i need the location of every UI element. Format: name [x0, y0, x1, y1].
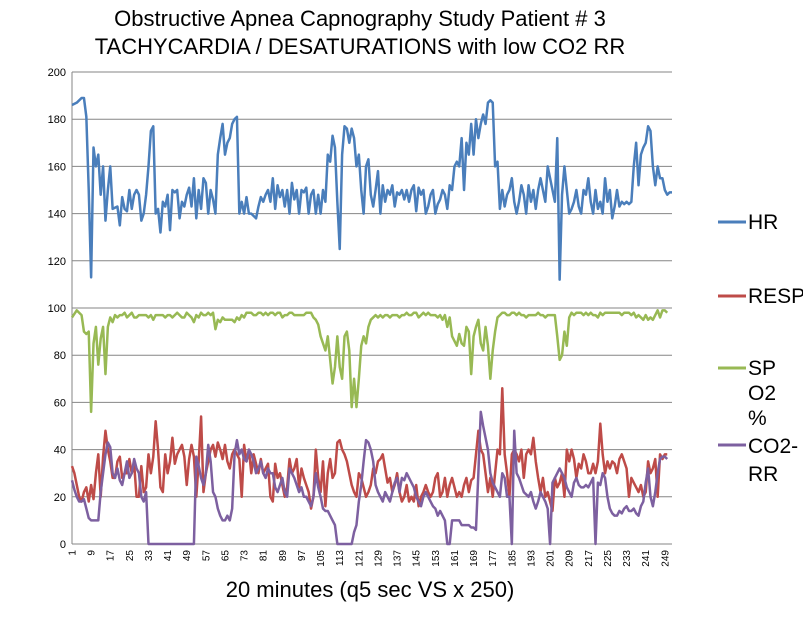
legend-swatches	[718, 220, 746, 447]
x-tick-label: 9	[87, 550, 98, 556]
x-tick-label: 137	[393, 550, 404, 567]
x-tick-label: 249	[660, 550, 671, 567]
y-tick-label: 140	[48, 209, 66, 221]
x-tick-label: 241	[641, 550, 652, 567]
x-tick-label: 89	[278, 550, 289, 562]
series-line-resp	[70, 386, 668, 513]
series-lines	[70, 96, 672, 546]
series-line-hr	[71, 96, 672, 281]
x-tick-label: 225	[603, 550, 614, 567]
x-tick-label: 121	[354, 550, 365, 567]
chart-subtitle: TACHYCARDIA / DESATURATIONS with low CO2…	[94, 34, 626, 59]
x-tick-label: 201	[546, 550, 557, 567]
y-tick-label: 100	[48, 303, 66, 315]
chart-title: Obstructive Apnea Capnography Study Pati…	[114, 6, 606, 31]
x-tick-label: 209	[565, 550, 576, 567]
x-tick-label: 185	[507, 550, 518, 567]
y-tick-label: 160	[48, 161, 66, 173]
legend-label-spo2: SPO2 %	[748, 357, 777, 430]
x-tick-label: 193	[526, 550, 537, 567]
x-tick-label: 169	[469, 550, 480, 567]
y-tick-label: 60	[54, 397, 66, 409]
y-tick-label: 0	[60, 539, 66, 551]
y-tick-label: 80	[54, 350, 66, 362]
x-tick-label: 217	[584, 550, 595, 567]
y-tick-label: 40	[54, 445, 66, 457]
x-tick-label: 81	[259, 550, 270, 562]
y-axis-ticks: 0 20 40 60 80 100 120 140 160 180 200	[48, 67, 66, 551]
x-tick-label: 41	[163, 550, 174, 562]
x-tick-label: 73	[240, 550, 251, 562]
gridlines	[72, 71, 672, 498]
legend-label-hr: HR	[748, 211, 779, 234]
x-tick-label: 105	[316, 550, 327, 567]
x-tick-label: 17	[106, 550, 117, 562]
legend-label-co2rr: CO2-RR	[748, 435, 799, 486]
x-tick-label: 129	[373, 550, 384, 567]
x-axis-ticks: 1 9 17 25 33 41 49 57 65 73 81 89 97 105 113 121 129 137 1…	[68, 550, 672, 567]
x-tick-label: 177	[488, 550, 499, 567]
x-tick-label: 65	[220, 550, 231, 562]
x-tick-label: 145	[412, 550, 423, 567]
x-tick-label: 25	[125, 550, 136, 562]
series-line-spo2	[70, 309, 669, 414]
y-tick-label: 20	[54, 492, 66, 504]
x-tick-label: 1	[68, 550, 79, 556]
x-tick-label: 49	[182, 550, 193, 562]
x-tick-label: 161	[450, 550, 461, 567]
x-tick-label: 153	[431, 550, 442, 567]
y-tick-label: 200	[48, 67, 66, 79]
x-tick-label: 233	[622, 550, 633, 567]
y-tick-label: 180	[48, 114, 66, 126]
legend-label-resp: RESP	[748, 285, 803, 308]
x-tick-label: 33	[144, 550, 155, 562]
x-tick-label: 113	[335, 550, 346, 566]
y-tick-label: 120	[48, 256, 66, 268]
x-axis-label: 20 minutes (q5 sec VS x 250)	[225, 577, 515, 602]
x-tick-label: 97	[297, 550, 308, 562]
series-line-co2-rr	[70, 410, 669, 546]
x-tick-label: 57	[201, 550, 212, 562]
